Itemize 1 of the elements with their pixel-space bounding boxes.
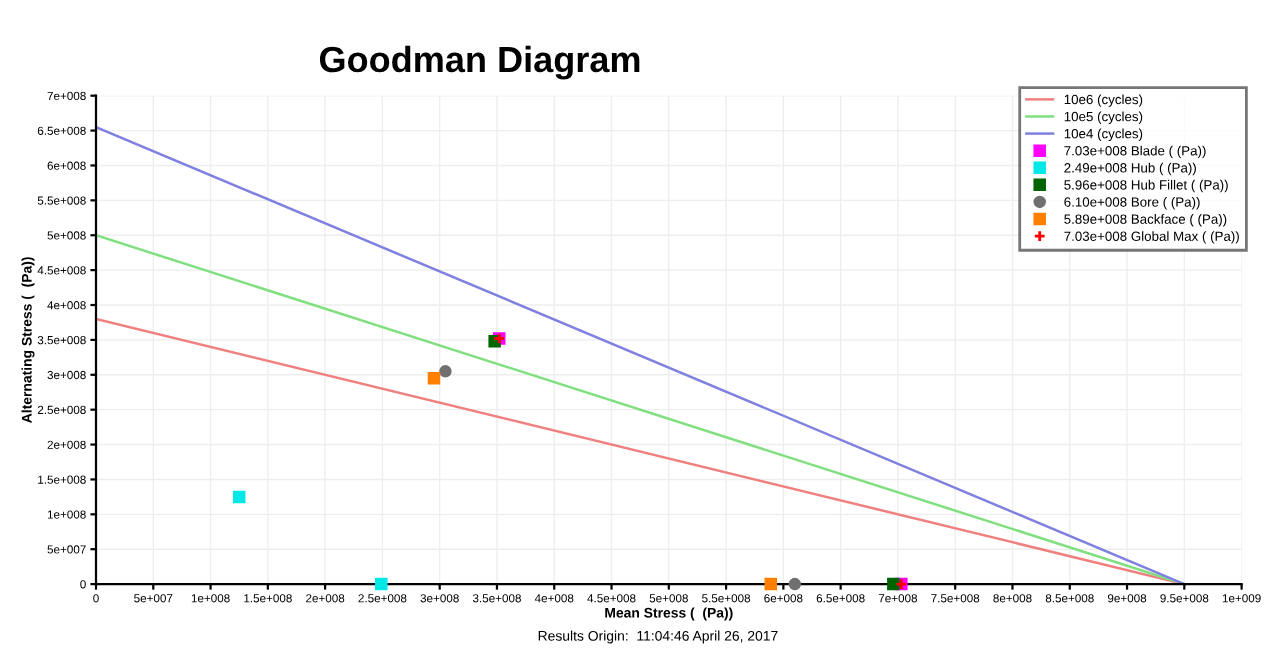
chart-title: Goodman Diagram — [319, 45, 640, 80]
